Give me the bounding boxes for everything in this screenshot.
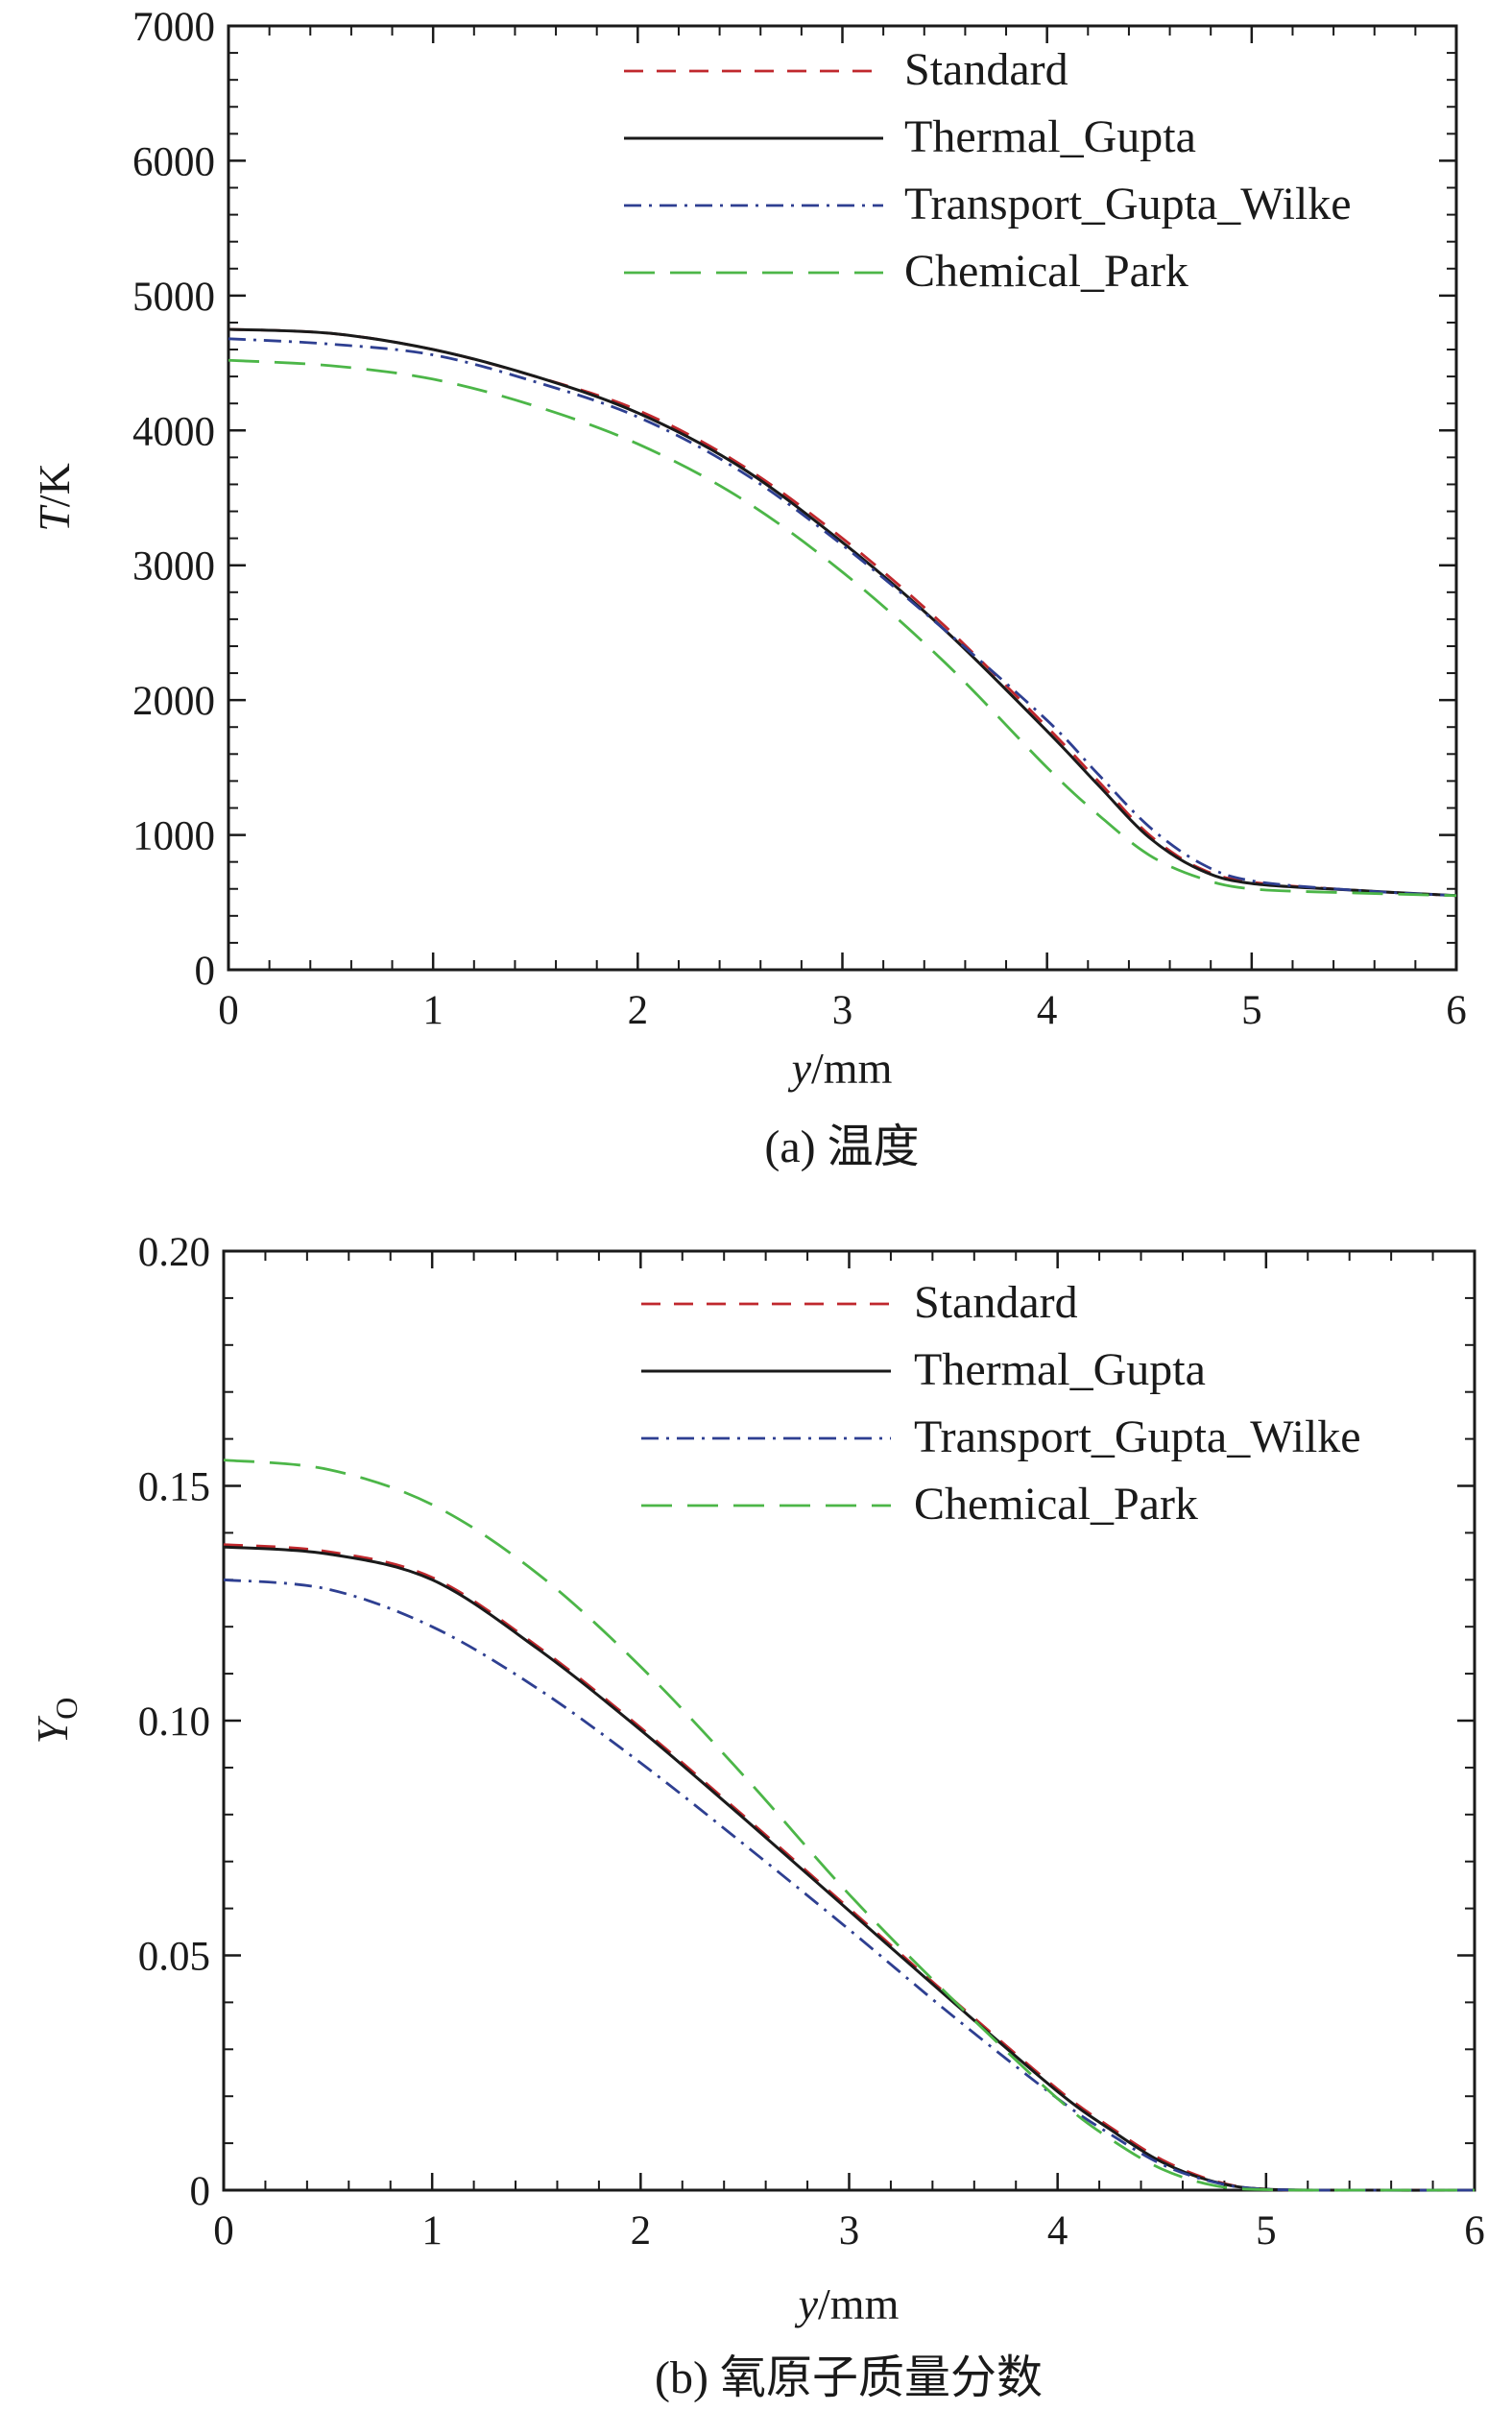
- x-tick-label: 3: [839, 2208, 860, 2254]
- series-line-transport-gupta-wilke: [228, 337, 1457, 898]
- legend-oxygen-fraction: Standard Thermal_Gupta Transport_Gupta_Wil…: [641, 1277, 1361, 1530]
- x-axis-label-temperature: y/mm: [788, 1044, 893, 1093]
- y-tick-label: 0.05: [138, 1935, 210, 1980]
- series-line-chemical-park: [223, 1459, 1476, 2192]
- plot-area-oxygen-fraction: 0 1 2 3 4 5 6 0 0.05 0.10 0.15 0.20: [138, 1230, 1485, 2254]
- x-tick-label: 5: [1241, 988, 1262, 1033]
- plot-area-temperature: 0 1 2 3 4 5 6 0 1000 2000 3000 4000 5000 6000 7000: [132, 5, 1467, 1033]
- y-axis-unit: /K: [30, 463, 79, 507]
- y-axis-subscript: O: [49, 1698, 84, 1720]
- legend-label-transport-gupta-wilke: Transport_Gupta_Wilke: [914, 1411, 1361, 1462]
- y-tick-label: 0: [195, 949, 216, 994]
- x-tick-label: 2: [631, 2208, 652, 2254]
- x-tick-label: 0: [213, 2208, 234, 2254]
- y-tick-label: 7000: [132, 5, 215, 50]
- y-axis-label-temperature: T/K: [30, 463, 79, 532]
- y-tick-label: 1000: [132, 814, 215, 859]
- x-axis-variable: y: [788, 1044, 812, 1093]
- ticks-temperature: 0 1 2 3 4 5 6 0 1000 2000 3000 4000 5000 6000 7000: [132, 5, 1467, 1033]
- ticks-oxygen-fraction: 0 1 2 3 4 5 6 0 0.05 0.10 0.15 0.20: [138, 1230, 1485, 2254]
- x-tick-label: 5: [1256, 2208, 1277, 2254]
- x-tick-label: 4: [1037, 988, 1058, 1033]
- x-tick-label: 6: [1464, 2208, 1485, 2254]
- y-axis-variable: Y: [28, 1715, 77, 1744]
- x-tick-label: 3: [832, 988, 853, 1033]
- x-axis-unit: /mm: [818, 2279, 900, 2328]
- legend-label-transport-gupta-wilke: Transport_Gupta_Wilke: [904, 179, 1352, 229]
- y-axis-variable: T: [30, 504, 79, 532]
- caption-oxygen-fraction: (b) 氧原子质量分数: [655, 2352, 1043, 2403]
- y-tick-label: 3000: [132, 544, 215, 590]
- y-tick-label: 6000: [132, 139, 215, 184]
- y-tick-label: 2000: [132, 679, 215, 724]
- legend-label-thermal-gupta: Thermal_Gupta: [904, 111, 1196, 162]
- legend-label-thermal-gupta: Thermal_Gupta: [914, 1344, 1206, 1395]
- x-tick-label: 0: [218, 988, 239, 1033]
- y-tick-label: 0.10: [138, 1700, 210, 1745]
- legend-label-chemical-park: Chemical_Park: [904, 246, 1188, 297]
- y-tick-label: 0: [190, 2169, 211, 2214]
- legend-label-standard: Standard: [914, 1277, 1078, 1328]
- caption-temperature: (a) 温度: [764, 1121, 919, 1172]
- legend-label-standard: Standard: [904, 44, 1068, 95]
- x-tick-label: 4: [1047, 2208, 1068, 2254]
- y-tick-label: 0.20: [138, 1230, 210, 1275]
- y-axis-label-oxygen-fraction: YO: [28, 1698, 84, 1745]
- series-group-oxygen-fraction: [223, 1459, 1476, 2192]
- x-axis-label-oxygen-fraction: y/mm: [795, 2279, 900, 2328]
- y-tick-label: 5000: [132, 275, 215, 320]
- chart-oxygen-fraction: 0 1 2 3 4 5 6 0 0.05 0.10 0.15 0.20 Standard Thermal…: [28, 1230, 1485, 2403]
- series-line-chemical-park: [228, 358, 1457, 898]
- x-tick-label: 2: [628, 988, 649, 1033]
- x-axis-variable: y: [795, 2279, 819, 2328]
- legend-temperature: Standard Thermal_Gupta Transport_Gupta_Wil…: [624, 44, 1352, 297]
- x-tick-label: 1: [422, 988, 444, 1033]
- series-group-temperature: [228, 327, 1457, 898]
- series-line-standard: [223, 1543, 1476, 2192]
- x-axis-unit: /mm: [811, 1044, 893, 1093]
- x-tick-label: 6: [1446, 988, 1467, 1033]
- legend-label-chemical-park: Chemical_Park: [914, 1479, 1198, 1530]
- y-tick-label: 4000: [132, 409, 215, 454]
- chart-temperature: 0 1 2 3 4 5 6 0 1000 2000 3000 4000 5000 6000 7000 Sta…: [30, 5, 1467, 1172]
- y-tick-label: 0.15: [138, 1465, 210, 1510]
- x-tick-label: 1: [421, 2208, 443, 2254]
